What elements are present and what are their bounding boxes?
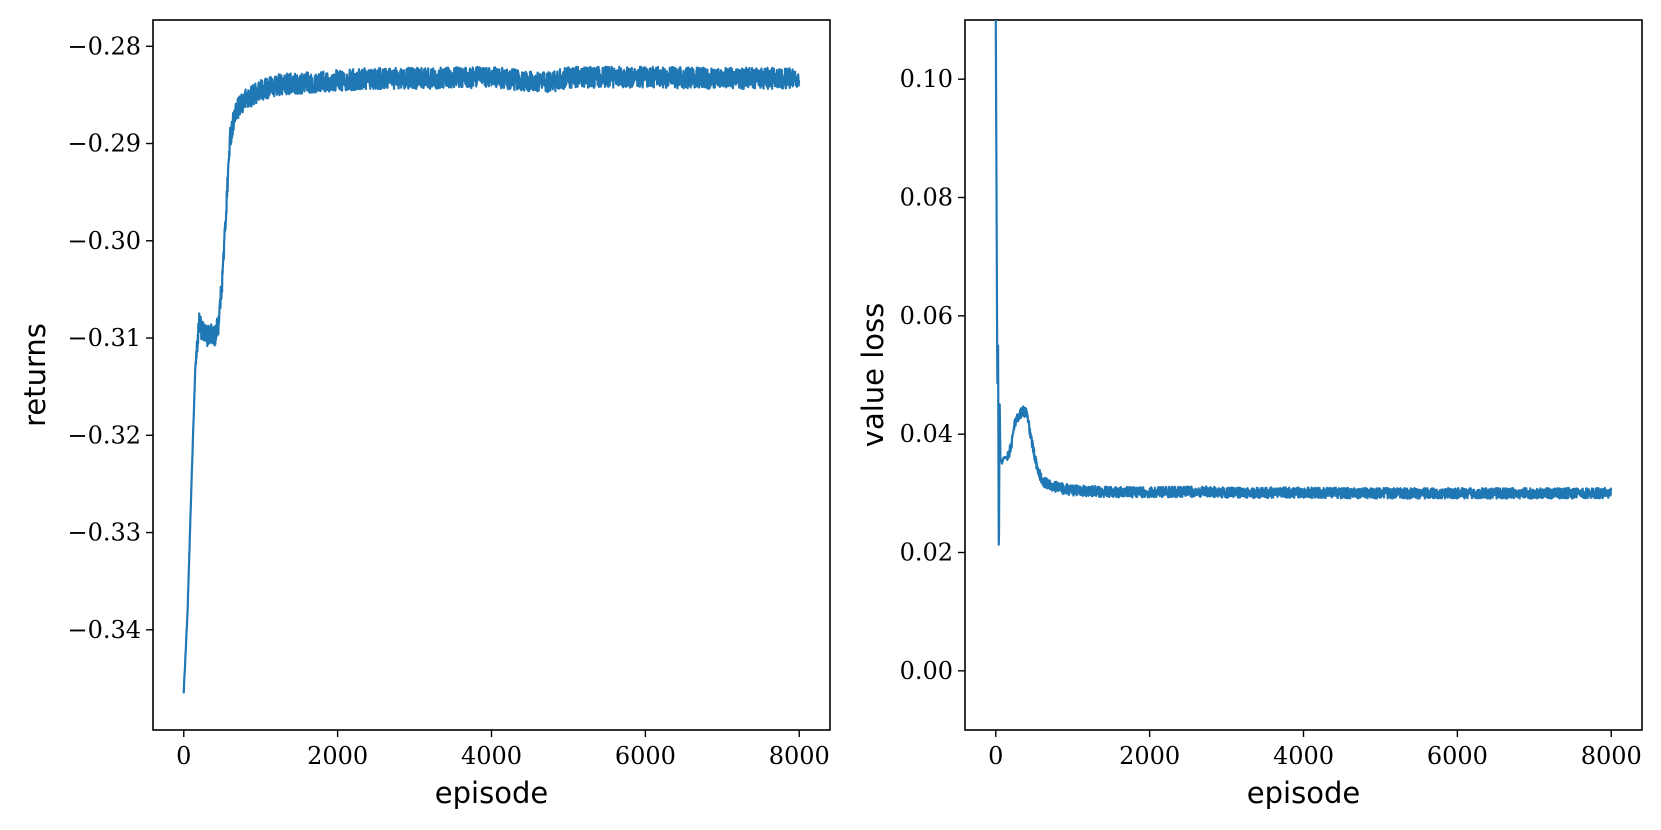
value-loss-x-tick-label: 6000 [1427, 742, 1488, 770]
returns-x-tick-label: 8000 [769, 742, 830, 770]
returns-plot: 0 2000 4000 6000 8000 −0.34−0.33−0.32−0.31−0… [18, 19, 831, 810]
returns-y-axis-label: returns [18, 323, 52, 427]
returns-y-ticks: −0.34 −0.33 −0.32 −0.31 −0.30 −0.29 −0.28 [67, 32, 153, 644]
value-loss-y-axis-label: value loss [856, 303, 890, 447]
returns-y-tick-label: −0.34 [67, 616, 141, 644]
returns-y-tick-label: −0.28 [67, 32, 141, 60]
returns-y-tick-label: −0.31 [67, 324, 141, 352]
value-loss-y-tick-label: 0.04 [900, 420, 953, 448]
returns-y-tick-label: −0.29 [67, 130, 141, 158]
value-loss-x-tick-label: 2000 [1119, 742, 1180, 770]
returns-series-line [182, 65, 801, 694]
returns-x-axis-label: episode [435, 776, 548, 810]
value-loss-plot-frame [964, 19, 1643, 731]
value-loss-plot: 0 2000 4000 6000 8000 0.000.020.040.060.080.… [856, 19, 1643, 810]
value-loss-series-line [994, 20, 1613, 546]
value-loss-y-tick-label: 0.08 [900, 184, 953, 212]
value-loss-y-tick-label: 0.00 [900, 657, 953, 685]
returns-x-tick-label: 0 [176, 742, 191, 770]
value-loss-y-tick-label: 0.10 [900, 65, 953, 93]
returns-x-ticks: 0 2000 4000 6000 8000 [176, 730, 830, 770]
value-loss-x-axis-label: episode [1247, 776, 1360, 810]
value-loss-y-tick-label: 0.06 [900, 302, 953, 330]
returns-plot-frame [152, 19, 831, 731]
returns-y-tick-label: −0.33 [67, 519, 141, 547]
returns-x-tick-label: 2000 [307, 742, 368, 770]
returns-x-tick-label: 4000 [461, 742, 522, 770]
returns-x-tick-label: 6000 [615, 742, 676, 770]
value-loss-y-tick-label: 0.02 [900, 539, 953, 567]
value-loss-x-tick-label: 4000 [1273, 742, 1334, 770]
value-loss-x-ticks: 0 2000 4000 6000 8000 [988, 730, 1642, 770]
value-loss-x-tick-label: 0 [988, 742, 1003, 770]
returns-y-tick-label: −0.30 [67, 227, 141, 255]
value-loss-y-ticks: 0.00 0.02 0.04 0.06 0.08 0.10 [900, 65, 965, 685]
returns-y-tick-label: −0.32 [67, 421, 141, 449]
value-loss-x-tick-label: 8000 [1581, 742, 1642, 770]
